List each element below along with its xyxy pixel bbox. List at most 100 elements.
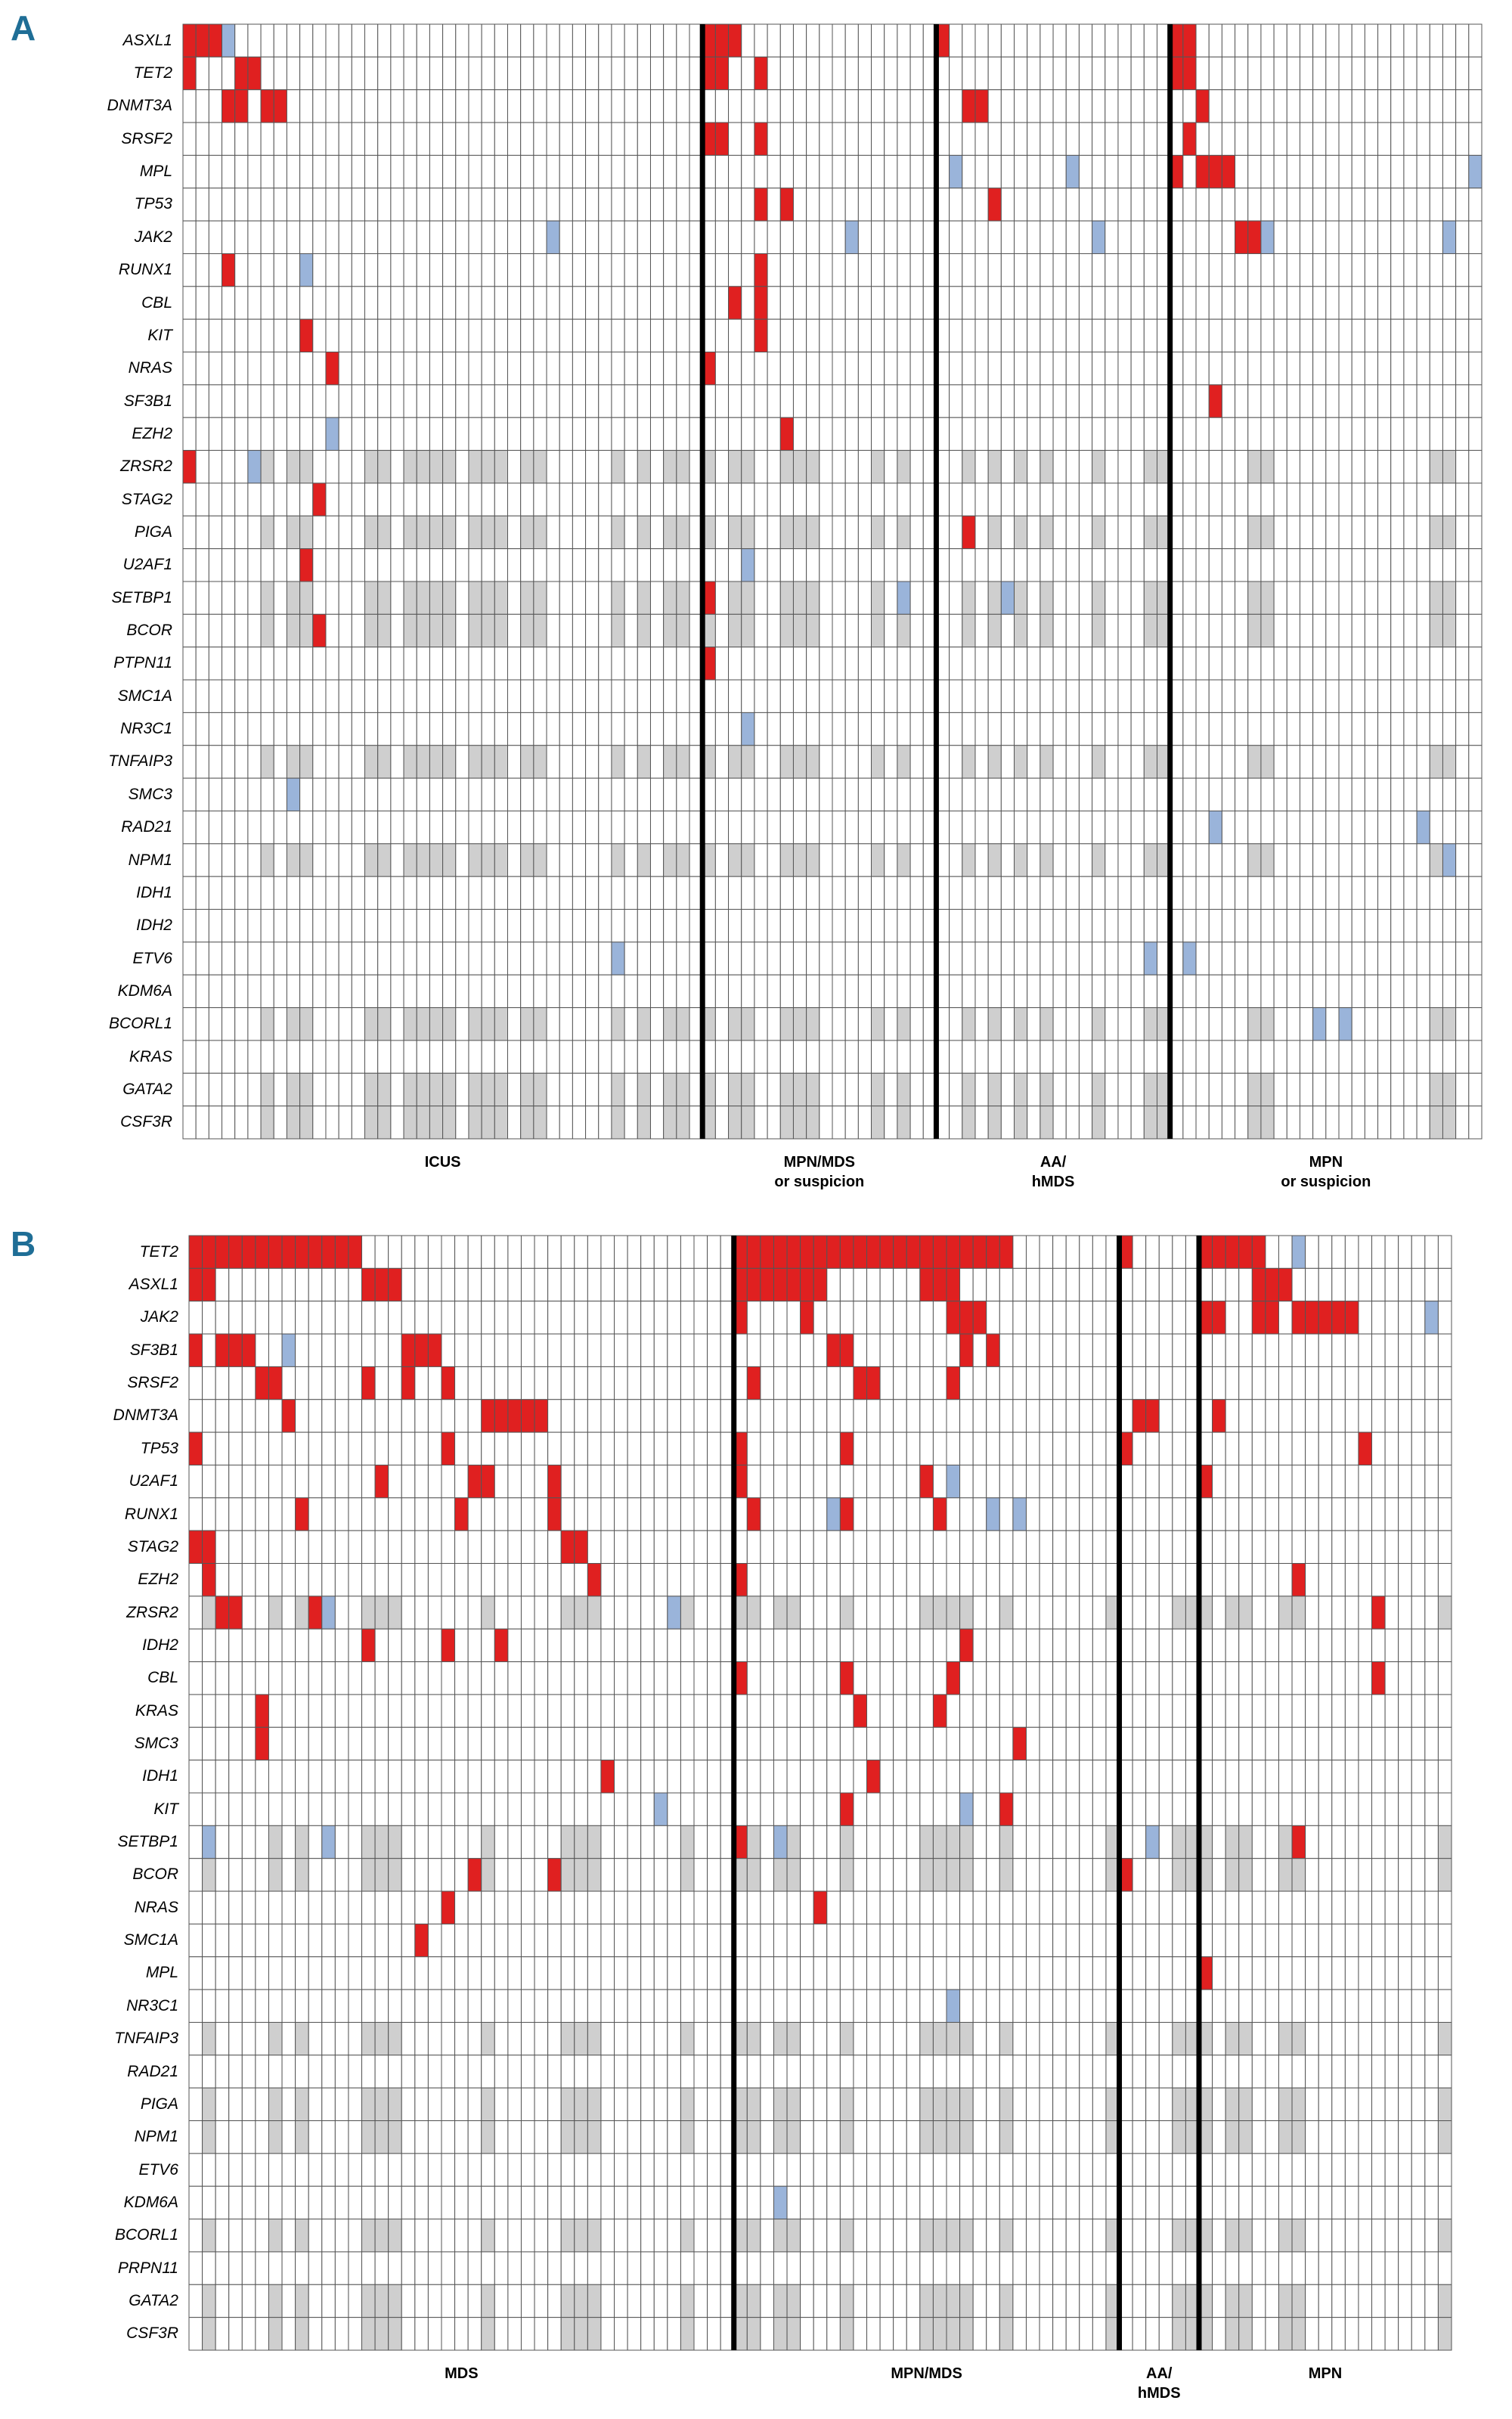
cell-idh2-35 <box>653 1628 668 1663</box>
cell-dnmt3a-18 <box>427 1399 442 1433</box>
cell-jak2-33 <box>627 1301 642 1335</box>
cell-ezh2-10 <box>321 1563 336 1597</box>
gene-label-rad21: RAD21 <box>121 818 172 836</box>
cell-srsf2-56 <box>932 1366 947 1400</box>
cell-tet2-5 <box>255 1235 269 1269</box>
cell-jak2-51 <box>866 1301 881 1335</box>
cell-dnmt3a-33 <box>627 1399 642 1433</box>
cell-stag2-13 <box>361 1530 376 1565</box>
cell-u2af1-25 <box>520 1464 535 1499</box>
cell-srsf2-1 <box>202 1366 216 1400</box>
cell-smc3-67 <box>1079 1726 1093 1761</box>
cell-stag2-20 <box>454 1530 469 1565</box>
cell-jak2-86 <box>1331 1301 1346 1335</box>
cell-jak2-15 <box>388 1301 402 1335</box>
gene-label-csf3r: CSF3R <box>120 1113 172 1131</box>
cell-sf3b1-54 <box>906 1333 921 1367</box>
cell-runx1-46 <box>800 1497 814 1531</box>
cell-tet2-19 <box>441 1235 456 1269</box>
cell-sf3b1-67 <box>1079 1333 1093 1367</box>
cell-asxl1-86 <box>1331 1267 1346 1302</box>
cell-ezh2-36 <box>667 1563 681 1597</box>
cell-runx1-45 <box>786 1497 801 1531</box>
cell-dnmt3a-81 <box>1265 1399 1279 1433</box>
cell-ezh2-54 <box>906 1563 921 1597</box>
cell-smc3-66 <box>1065 1726 1080 1761</box>
gene-label-npm1: NPM1 <box>128 851 172 869</box>
cell-u2af1-77 <box>1212 1464 1226 1499</box>
cell-runx1-37 <box>680 1497 695 1531</box>
cell-ezh2-4 <box>241 1563 256 1597</box>
cell-stag2-22 <box>481 1530 495 1565</box>
cell-runx1-10 <box>321 1497 336 1531</box>
cell-ezh2-77 <box>1212 1563 1226 1597</box>
cell-runx1-59 <box>972 1497 987 1531</box>
cell-runx1-8 <box>295 1497 309 1531</box>
cell-asxl1-73 <box>1158 1267 1173 1302</box>
cell-tet2-50 <box>853 1235 868 1269</box>
cell-asxl1-0 <box>188 1267 203 1302</box>
cell-cbl-61 <box>999 1661 1014 1695</box>
cell-cbl-57 <box>946 1661 961 1695</box>
cell-zrsr2-54 <box>906 1596 921 1630</box>
cell-stag2-46 <box>800 1530 814 1565</box>
cell-dnmt3a-91 <box>1398 1399 1412 1433</box>
cell-tet2-71 <box>1132 1235 1147 1269</box>
cell-tp53-94 <box>1437 1431 1452 1465</box>
cell-tp53-30 <box>587 1431 602 1465</box>
cell-zrsr2-33 <box>627 1596 642 1630</box>
cell-runx1-12 <box>348 1497 363 1531</box>
cell-jak2-44 <box>773 1301 788 1335</box>
cell-tet2-6 <box>268 1235 283 1269</box>
cell-srsf2-53 <box>893 1366 907 1400</box>
cell-zrsr2-87 <box>1344 1596 1359 1630</box>
cell-ezh2-35 <box>653 1563 668 1597</box>
cell-u2af1-26 <box>534 1464 549 1499</box>
cell-srsf2-64 <box>1039 1366 1054 1400</box>
cell-zrsr2-84 <box>1305 1596 1319 1630</box>
cell-tet2-77 <box>1212 1235 1226 1269</box>
cell-tet2-9 <box>308 1235 323 1269</box>
cell-cbl-10 <box>321 1661 336 1695</box>
cell-zrsr2-82 <box>1278 1596 1293 1630</box>
cell-tp53-33 <box>627 1431 642 1465</box>
cell-idh2-66 <box>1065 1628 1080 1663</box>
cell-u2af1-24 <box>507 1464 522 1499</box>
cell-tp53-93 <box>1424 1431 1439 1465</box>
cell-idh2-53 <box>893 1628 907 1663</box>
cell-ezh2-18 <box>427 1563 442 1597</box>
cell-kras-11 <box>334 1694 349 1728</box>
cell-kras-4 <box>241 1694 256 1728</box>
cell-zrsr2-79 <box>1238 1596 1253 1630</box>
cell-dnmt3a-94 <box>1437 1399 1452 1433</box>
cell-tp53-14 <box>374 1431 389 1465</box>
cell-tet2-17 <box>414 1235 429 1269</box>
cell-zrsr2-63 <box>1025 1596 1040 1630</box>
cell-dnmt3a-13 <box>361 1399 376 1433</box>
cell-idh2-42 <box>746 1628 761 1663</box>
cell-tet2-53 <box>893 1235 907 1269</box>
cell-ezh2-78 <box>1225 1563 1240 1597</box>
cell-srsf2-60 <box>986 1366 1000 1400</box>
cell-ezh2-66 <box>1065 1563 1080 1597</box>
cell-runx1-60 <box>986 1497 1000 1531</box>
cell-stag2-89 <box>1371 1530 1386 1565</box>
cell-sf3b1-38 <box>693 1333 708 1367</box>
cell-zrsr2-80 <box>1251 1596 1266 1630</box>
cell-cbl-49 <box>839 1661 854 1695</box>
cell-asxl1-25 <box>520 1267 535 1302</box>
cell-cbl-19 <box>441 1661 456 1695</box>
cell-smc3-34 <box>640 1726 655 1761</box>
gene-label-nr3c1: NR3C1 <box>120 720 172 738</box>
cell-smc3-44 <box>773 1726 788 1761</box>
cell-tp53-23 <box>494 1431 509 1465</box>
cell-stag2-86 <box>1331 1530 1346 1565</box>
cell-tp53-50 <box>853 1431 868 1465</box>
cell-asxl1-22 <box>481 1267 495 1302</box>
cell-u2af1-48 <box>826 1464 841 1499</box>
cell-zrsr2-28 <box>560 1596 575 1630</box>
cell-zrsr2-14 <box>374 1596 389 1630</box>
cell-asxl1-62 <box>1012 1267 1027 1302</box>
cell-srsf2-14 <box>374 1366 389 1400</box>
cell-idh2-20 <box>454 1628 469 1663</box>
